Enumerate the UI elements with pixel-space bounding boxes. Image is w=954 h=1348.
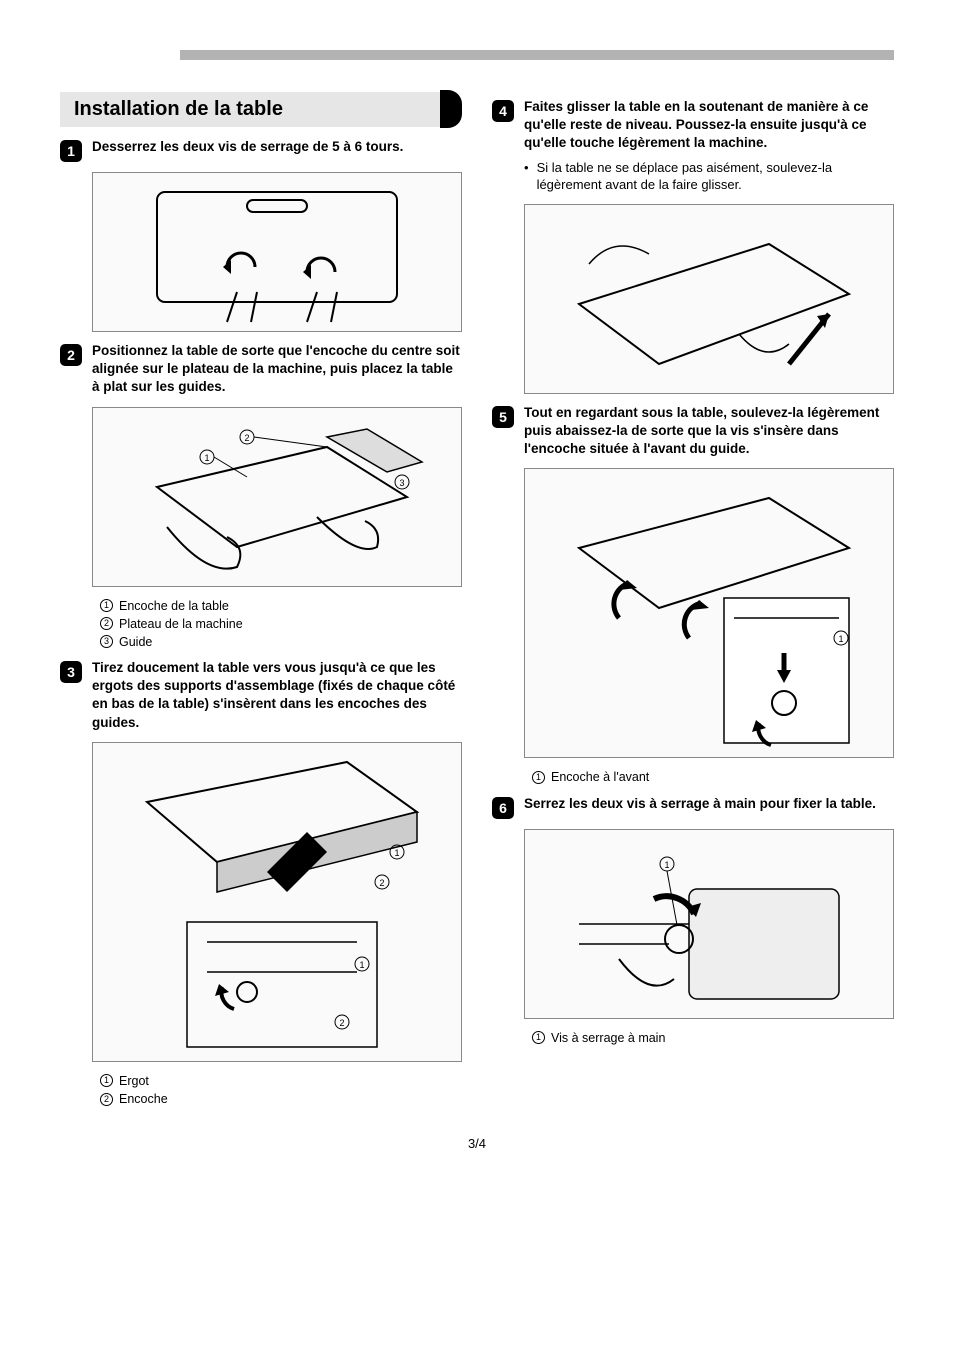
step3-callouts: 1 Ergot 2 Encoche (100, 1072, 462, 1108)
callout-number-icon: 2 (100, 617, 113, 630)
callout-label: Vis à serrage à main (551, 1029, 665, 1047)
step2-callouts: 1 Encoche de la table 2 Plateau de la mach… (100, 597, 462, 651)
callout-item: 1 Vis à serrage à main (532, 1029, 894, 1047)
step-6-text: Serrez les deux vis à serrage à main pou… (524, 795, 894, 813)
callout-item: 1 Encoche de la table (100, 597, 462, 615)
step-3: 3 Tirez doucement la table vers vous jus… (60, 659, 462, 732)
step5-callouts: 1 Encoche à l'avant (532, 768, 894, 786)
callout-number-icon: 3 (100, 635, 113, 648)
step-number-badge: 4 (492, 100, 514, 122)
svg-text:1: 1 (204, 453, 209, 463)
svg-text:1: 1 (664, 860, 669, 870)
section-title-text: Installation de la table (60, 92, 444, 127)
step-number-badge: 6 (492, 797, 514, 819)
figure-step6: 1 (524, 829, 894, 1019)
bullet-icon: • (524, 159, 529, 194)
section-heading: Installation de la table (60, 90, 462, 128)
two-column-layout: Installation de la table 1 Desserrez les… (60, 90, 894, 1116)
figure-step2: 1 2 3 (92, 407, 462, 587)
section-title-cap-icon (440, 90, 462, 128)
step4-note-text: Si la table ne se déplace pas aisément, … (537, 159, 894, 194)
step-number-badge: 3 (60, 661, 82, 683)
figure-step4 (524, 204, 894, 394)
svg-text:2: 2 (339, 1018, 344, 1028)
step-4-text: Faites glisser la table en la soutenant … (524, 98, 894, 153)
step-5: 5 Tout en regardant sous la table, soule… (492, 404, 894, 459)
step-1: 1 Desserrez les deux vis de serrage de 5… (60, 138, 462, 162)
callout-number-icon: 1 (532, 771, 545, 784)
step-6: 6 Serrez les deux vis à serrage à main p… (492, 795, 894, 819)
callout-label: Encoche à l'avant (551, 768, 649, 786)
left-column: Installation de la table 1 Desserrez les… (60, 90, 462, 1116)
step-4: 4 Faites glisser la table en la soutenan… (492, 98, 894, 153)
step-number-badge: 1 (60, 140, 82, 162)
figure-step1 (92, 172, 462, 332)
callout-number-icon: 2 (100, 1093, 113, 1106)
svg-text:2: 2 (244, 433, 249, 443)
svg-text:1: 1 (838, 634, 843, 644)
callout-label: Guide (119, 633, 152, 651)
callout-number-icon: 1 (100, 599, 113, 612)
callout-label: Plateau de la machine (119, 615, 243, 633)
step-2: 2 Positionnez la table de sorte que l'en… (60, 342, 462, 397)
right-column: 4 Faites glisser la table en la soutenan… (492, 90, 894, 1116)
svg-text:1: 1 (394, 848, 399, 858)
step-5-text: Tout en regardant sous la table, souleve… (524, 404, 894, 459)
header-rule (180, 50, 894, 60)
callout-number-icon: 1 (100, 1074, 113, 1087)
svg-text:2: 2 (379, 878, 384, 888)
callout-item: 3 Guide (100, 633, 462, 651)
page: Installation de la table 1 Desserrez les… (0, 0, 954, 1181)
step6-callouts: 1 Vis à serrage à main (532, 1029, 894, 1047)
step-3-text: Tirez doucement la table vers vous jusqu… (92, 659, 462, 732)
step-2-text: Positionnez la table de sorte que l'enco… (92, 342, 462, 397)
figure-step5: 1 (524, 468, 894, 758)
step-number-badge: 2 (60, 344, 82, 366)
callout-label: Encoche (119, 1090, 168, 1108)
callout-item: 2 Plateau de la machine (100, 615, 462, 633)
callout-item: 1 Ergot (100, 1072, 462, 1090)
callout-item: 2 Encoche (100, 1090, 462, 1108)
svg-text:1: 1 (359, 960, 364, 970)
step4-note: • Si la table ne se déplace pas aisément… (524, 159, 894, 194)
callout-number-icon: 1 (532, 1031, 545, 1044)
figure-step3: 1 2 1 2 (92, 742, 462, 1062)
callout-label: Encoche de la table (119, 597, 229, 615)
step-1-text: Desserrez les deux vis de serrage de 5 à… (92, 138, 462, 156)
svg-text:3: 3 (399, 478, 404, 488)
callout-label: Ergot (119, 1072, 149, 1090)
page-number: 3/4 (60, 1136, 894, 1151)
callout-item: 1 Encoche à l'avant (532, 768, 894, 786)
step-number-badge: 5 (492, 406, 514, 428)
